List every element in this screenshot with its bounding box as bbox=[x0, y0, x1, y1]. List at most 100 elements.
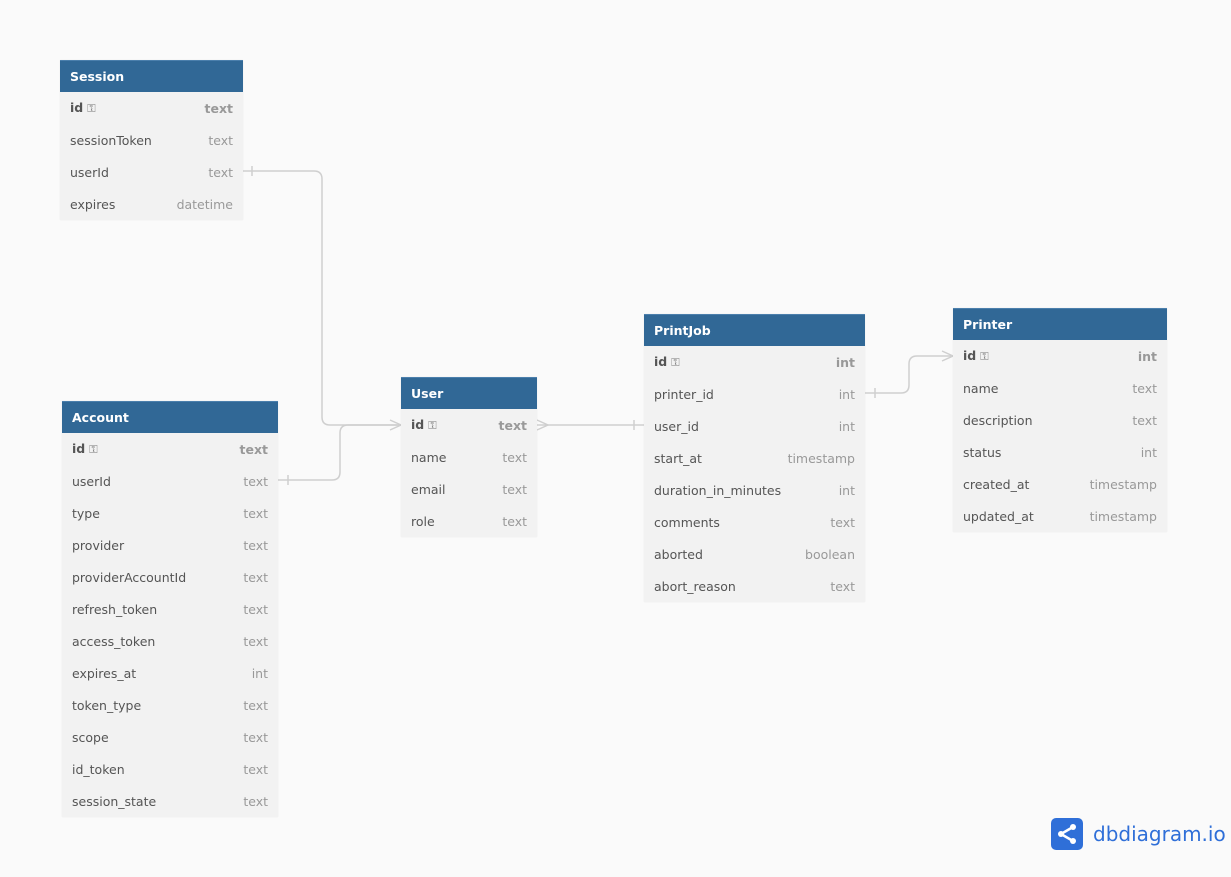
column-name: role bbox=[411, 514, 435, 529]
table-row[interactable]: userId text bbox=[60, 156, 243, 188]
column-name-text: id_token bbox=[72, 761, 125, 777]
table-header[interactable]: PrintJob bbox=[644, 314, 865, 346]
table-row[interactable]: token_type text bbox=[62, 689, 278, 721]
table-header[interactable]: User bbox=[401, 377, 537, 409]
table-account[interactable]: Account id ⚿ text userId text type text provider… bbox=[62, 401, 278, 817]
column-name-text: type bbox=[72, 505, 100, 521]
table-row[interactable]: role text bbox=[401, 505, 537, 537]
column-name: id ⚿ bbox=[72, 441, 98, 457]
table-row[interactable]: aborted boolean bbox=[644, 538, 865, 570]
table-row[interactable]: duration_in_minutes int bbox=[644, 474, 865, 506]
key-icon: ⚿ bbox=[428, 419, 437, 432]
column-name-text: duration_in_minutes bbox=[654, 482, 782, 498]
column-type: text bbox=[243, 697, 268, 713]
column-name-text: id bbox=[72, 441, 86, 456]
table-row[interactable]: id ⚿ text bbox=[401, 409, 537, 441]
table-row[interactable]: userId text bbox=[62, 465, 278, 497]
column-type: text bbox=[243, 761, 268, 777]
table-row[interactable]: start_at timestamp bbox=[644, 442, 865, 474]
column-type: text bbox=[243, 569, 268, 585]
column-type: int bbox=[835, 354, 855, 370]
column-name: created_at bbox=[963, 477, 1029, 492]
table-row[interactable]: expires datetime bbox=[60, 188, 243, 220]
table-row[interactable]: created_at timestamp bbox=[953, 468, 1167, 500]
column-name-text: provider bbox=[72, 537, 125, 553]
column-name: duration_in_minutes bbox=[654, 483, 781, 498]
column-name: expires_at bbox=[72, 666, 136, 681]
column-name: printer_id bbox=[654, 387, 714, 402]
column-name-text: refresh_token bbox=[72, 601, 158, 617]
table-row[interactable]: provider text bbox=[62, 529, 278, 561]
table-row[interactable]: user_id int bbox=[644, 410, 865, 442]
column-name-text: providerAccountId bbox=[72, 569, 187, 585]
relation-account-user[interactable] bbox=[278, 424, 401, 485]
table-row[interactable]: name text bbox=[953, 372, 1167, 404]
column-name-text: status bbox=[963, 444, 1002, 460]
column-name-text: name bbox=[411, 449, 447, 465]
column-type: text bbox=[243, 537, 268, 553]
table-row[interactable]: id ⚿ int bbox=[953, 340, 1167, 372]
column-name: status bbox=[963, 445, 1001, 460]
table-row[interactable]: abort_reason text bbox=[644, 570, 865, 602]
dbdiagram-logo[interactable]: dbdiagram.io bbox=[1051, 818, 1226, 850]
table-row[interactable]: session_state text bbox=[62, 785, 278, 817]
table-printer[interactable]: Printer id ⚿ int name text description text stat… bbox=[953, 308, 1167, 532]
column-type: int bbox=[251, 665, 268, 681]
column-name-text: abort_reason bbox=[654, 578, 736, 594]
column-name-text: updated_at bbox=[963, 508, 1034, 524]
table-row[interactable]: id_token text bbox=[62, 753, 278, 785]
table-row[interactable]: id ⚿ text bbox=[62, 433, 278, 465]
column-type: text bbox=[1132, 380, 1157, 396]
table-printjob[interactable]: PrintJob id ⚿ int printer_id int user_id int sta… bbox=[644, 314, 865, 602]
column-name-text: id bbox=[411, 417, 425, 432]
table-row[interactable]: id ⚿ int bbox=[644, 346, 865, 378]
column-type: text bbox=[502, 449, 527, 465]
table-session[interactable]: Session id ⚿ text sessionToken text userId text… bbox=[60, 60, 243, 220]
table-row[interactable]: updated_at timestamp bbox=[953, 500, 1167, 532]
table-row[interactable]: access_token text bbox=[62, 625, 278, 657]
key-icon: ⚿ bbox=[980, 350, 989, 363]
table-row[interactable]: scope text bbox=[62, 721, 278, 753]
table-row[interactable]: id ⚿ text bbox=[60, 92, 243, 124]
table-row[interactable]: providerAccountId text bbox=[62, 561, 278, 593]
table-row[interactable]: description text bbox=[953, 404, 1167, 436]
table-row[interactable]: refresh_token text bbox=[62, 593, 278, 625]
column-name-text: access_token bbox=[72, 633, 156, 649]
table-row[interactable]: sessionToken text bbox=[60, 124, 243, 156]
column-name-text: expires_at bbox=[72, 665, 137, 681]
column-name: aborted bbox=[654, 547, 703, 562]
column-name: token_type bbox=[72, 698, 141, 713]
table-header[interactable]: Session bbox=[60, 60, 243, 92]
column-name-text: name bbox=[963, 380, 999, 396]
column-type: text bbox=[243, 729, 268, 745]
relation-printjob-printer[interactable] bbox=[865, 350, 955, 398]
column-type: text bbox=[830, 514, 855, 530]
table-header[interactable]: Printer bbox=[953, 308, 1167, 340]
table-header[interactable]: Account bbox=[62, 401, 278, 433]
column-name-text: scope bbox=[72, 729, 109, 745]
column-name-text: start_at bbox=[654, 450, 702, 466]
share-icon bbox=[1051, 818, 1083, 850]
column-type: text bbox=[243, 505, 268, 521]
column-type: int bbox=[838, 386, 855, 402]
column-type: int bbox=[838, 482, 855, 498]
table-row[interactable]: status int bbox=[953, 436, 1167, 468]
column-name-text: session_state bbox=[72, 793, 157, 809]
table-user[interactable]: User id ⚿ text name text email text role text bbox=[401, 377, 537, 537]
column-name: updated_at bbox=[963, 509, 1034, 524]
table-row[interactable]: printer_id int bbox=[644, 378, 865, 410]
relation-printjob-user[interactable] bbox=[536, 419, 644, 431]
column-name: expires bbox=[70, 197, 115, 212]
column-name: description bbox=[963, 413, 1033, 428]
column-type: text bbox=[204, 100, 234, 116]
column-name: id ⚿ bbox=[963, 348, 989, 364]
table-row[interactable]: email text bbox=[401, 473, 537, 505]
column-name: start_at bbox=[654, 451, 702, 466]
table-row[interactable]: type text bbox=[62, 497, 278, 529]
table-row[interactable]: expires_at int bbox=[62, 657, 278, 689]
relation-session-user[interactable] bbox=[243, 166, 403, 431]
table-row[interactable]: name text bbox=[401, 441, 537, 473]
column-name: scope bbox=[72, 730, 109, 745]
table-row[interactable]: comments text bbox=[644, 506, 865, 538]
